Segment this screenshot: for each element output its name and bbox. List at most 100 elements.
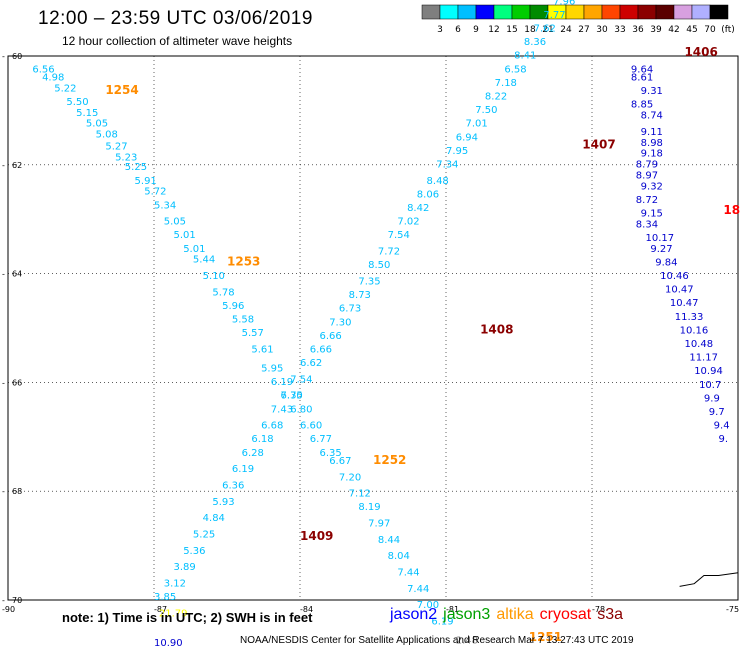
pass-number-label: 1252 (373, 453, 406, 467)
wave-height-value: 6.28 (242, 448, 264, 459)
color-scale-label: 6 (455, 25, 461, 35)
wave-height-value: 3.85 (154, 592, 176, 603)
credit-line: NOAA/NESDIS Center for Satellite Applica… (240, 635, 634, 646)
legend-item-cryosat: cryosat (539, 606, 592, 623)
wave-height-value: 5.44 (193, 255, 215, 266)
wave-height-value: 5.05 (86, 119, 108, 130)
wave-height-value: 7.43 (271, 404, 293, 415)
wave-height-value: 6.77 (310, 434, 332, 445)
pass-number-label: 1407 (582, 137, 615, 151)
wave-height-value: 5.08 (96, 130, 118, 141)
pass-number-label: 180 (723, 203, 740, 217)
latitude-label: 60 (12, 52, 22, 61)
wave-height-value: 6.18 (251, 434, 273, 445)
wave-height-value: 5.15 (76, 108, 98, 119)
wave-height-value: 8.50 (368, 260, 390, 271)
wave-height-value: 7.97 (368, 519, 390, 530)
wave-height-value: 11.33 (675, 312, 704, 323)
longitude-label: -81 (446, 605, 459, 614)
wave-height-value: 5.05 (164, 217, 186, 228)
color-scale-label: 27 (578, 25, 589, 35)
wave-height-value: 6.56 (32, 64, 54, 75)
latitude-label: 70 (12, 596, 22, 605)
wave-height-value: 5.96 (222, 301, 244, 312)
color-scale-label: 21 (542, 25, 553, 35)
wave-height-value: 8.06 (417, 189, 439, 200)
pass-number-label: 1406 (684, 45, 717, 59)
wave-height-value: 6.35 (281, 391, 303, 402)
wave-height-value: 7.50 (475, 105, 497, 116)
wave-height-value: 4.98 (42, 72, 64, 83)
wave-height-value: 7.12 (349, 489, 371, 500)
wave-height-value: 9.11 (641, 127, 663, 138)
wave-height-value: 8.44 (378, 535, 400, 546)
wave-height-value: 7.77 (543, 10, 565, 21)
color-scale-label: 18 (524, 25, 536, 35)
color-scale-label: 30 (596, 25, 608, 35)
color-scale-label: (ft) (721, 25, 735, 35)
wave-height-value: 6.66 (319, 331, 341, 342)
wave-height-value: 8.72 (636, 195, 658, 206)
wave-height-value: 6.35 (319, 448, 341, 459)
wave-height-value: 6.19 (271, 377, 293, 388)
wave-height-value: 3.12 (164, 578, 186, 589)
color-scale-label: 9 (473, 25, 479, 35)
wave-height-value: 6.66 (310, 344, 332, 355)
wave-height-value: 8.61 (631, 72, 653, 83)
wave-height-value: 9.4 (714, 421, 730, 432)
wave-height-value: 21.79 (159, 608, 188, 619)
longitude-label: -90 (2, 605, 15, 614)
wave-height-value: 8.19 (358, 502, 380, 513)
wave-height-value: 6.80 (290, 404, 312, 415)
wave-height-value: 8.74 (641, 111, 663, 122)
wave-height-value: 7.70 (281, 391, 303, 402)
color-scale-label: 39 (650, 25, 662, 35)
latitude-label: 66 (12, 378, 22, 387)
wave-height-value: 7.95 (446, 146, 468, 157)
wave-height-value: 7.44 (407, 584, 429, 595)
wave-height-value: 8.73 (349, 290, 371, 301)
wave-height-value: 5.95 (261, 364, 283, 375)
wave-height-value: 11.17 (689, 353, 718, 364)
wave-height-value: 8.97 (636, 170, 658, 181)
longitude-label: -75 (726, 605, 739, 614)
color-scale-label: 36 (632, 25, 644, 35)
wave-height-value: 6.62 (300, 358, 322, 369)
latitude-dash: - (2, 161, 5, 170)
wave-height-value: 7.20 (339, 472, 361, 483)
wave-height-value: 9.9 (704, 393, 720, 404)
coastline (679, 572, 739, 587)
legend-item-jason2: jason2 (390, 606, 438, 623)
pass-number-label: 1253 (227, 254, 260, 268)
wave-height-value: 6.73 (339, 304, 361, 315)
latitude-dash: - (2, 52, 5, 61)
pass-number-label: 1408 (480, 322, 513, 336)
pass-number-label: 1409 (300, 529, 333, 543)
latitude-label: 64 (12, 270, 22, 279)
wave-height-value: 7.54 (388, 230, 410, 241)
wave-height-value: 7.44 (397, 568, 419, 579)
latitude-dash: - (2, 378, 5, 387)
wave-height-value: 7.00 (417, 600, 439, 611)
longitude-label: -87 (154, 605, 167, 614)
color-scale-label: 42 (668, 25, 679, 35)
wave-height-value: 9.15 (641, 208, 663, 219)
wave-height-value: 8.98 (641, 138, 663, 149)
wave-height-value: 7.54 (290, 374, 312, 385)
wave-height-value: 8.04 (388, 551, 410, 562)
wave-height-value: 6.19 (431, 616, 453, 627)
wave-height-value: 5.23 (115, 152, 137, 163)
wave-height-value: 8.42 (407, 203, 429, 214)
wave-height-value: 9.64 (631, 64, 653, 75)
wave-height-value: 10.17 (646, 233, 675, 244)
wave-height-value: 7.02 (397, 217, 419, 228)
wave-height-value: 6.94 (456, 132, 478, 143)
color-scale-bar: 3 6 9 12 15 18 21 24 27 30 33 36 39 42 45 70 (ft) (421, 4, 735, 35)
color-scale-label: 24 (560, 25, 572, 35)
wave-height-value: 5.25 (125, 162, 147, 173)
wave-height-value: 5.27 (105, 142, 127, 153)
wave-height-value: 9.32 (641, 181, 663, 192)
wave-height-value: 5.57 (242, 328, 264, 339)
color-scale-label: 45 (686, 25, 697, 35)
